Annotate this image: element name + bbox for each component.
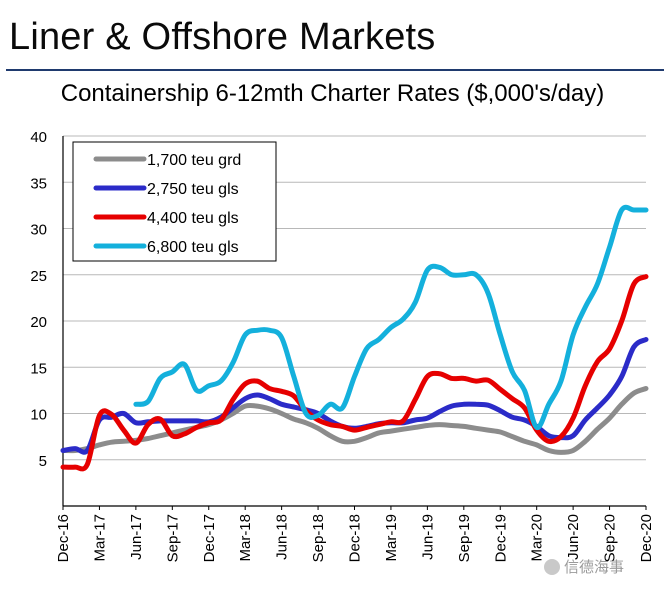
y-tick-label: 15 (30, 360, 47, 377)
x-tick-label: Mar-18 (237, 514, 254, 562)
wechat-logo-icon (544, 558, 560, 575)
x-tick-label: Sep-20 (602, 514, 619, 562)
watermark: 信德海事 (544, 556, 624, 577)
y-tick-label: 25 (30, 268, 47, 285)
x-tick-label: Sep-17 (164, 514, 181, 562)
series-line-0 (60, 386, 649, 455)
x-tick-label: Mar-20 (529, 514, 546, 562)
y-tick-label: 5 (39, 453, 47, 470)
chart-title: Containership 6-12mth Charter Rates ($,0… (60, 80, 605, 107)
axes: 5 10 15 20 25 30 35 40 Dec-16 Mar-17 Jun-17 Sep-17 D… (30, 129, 655, 562)
x-tick-label: Dec-17 (201, 514, 218, 562)
legend-label: 6,800 teu gls (147, 239, 239, 256)
slide-title: Liner & Offshore Markets (9, 16, 436, 58)
x-tick-label: Jun-18 (274, 514, 291, 560)
y-tick-label: 35 (30, 175, 47, 192)
x-tick-label: Jun-19 (419, 514, 436, 560)
x-tick-label: Dec-16 (55, 514, 72, 562)
x-tick-label: Mar-19 (383, 514, 400, 562)
legend-box (72, 141, 277, 262)
watermark-text: 信德海事 (564, 559, 625, 576)
y-tick-label: 40 (30, 129, 47, 146)
x-tick-label: Jun-20 (565, 514, 582, 560)
x-tick-label: Dec-20 (638, 514, 655, 562)
series-line-2 (60, 274, 649, 472)
x-tick-label: Sep-19 (456, 514, 473, 562)
legend-label: 2,750 teu gls (147, 181, 239, 198)
x-tick-label: Dec-18 (347, 514, 364, 562)
x-tick-label: Mar-17 (91, 514, 108, 562)
legend: 1,700 teu grd 2,750 teu gls 4,400 teu gls 6… (72, 141, 277, 262)
x-tick-label: Dec-19 (492, 514, 509, 562)
x-tick-label: Jun-17 (128, 514, 145, 560)
legend-label: 4,400 teu gls (147, 210, 239, 227)
y-tick-label: 30 (30, 222, 47, 239)
series-line-3 (133, 204, 649, 430)
y-tick-label: 20 (30, 314, 47, 331)
x-tick-label: Sep-18 (310, 514, 327, 562)
legend-label: 1,700 teu grd (147, 152, 241, 169)
series-lines (60, 204, 649, 472)
y-tick-label: 10 (30, 407, 47, 424)
title-divider (6, 69, 664, 71)
